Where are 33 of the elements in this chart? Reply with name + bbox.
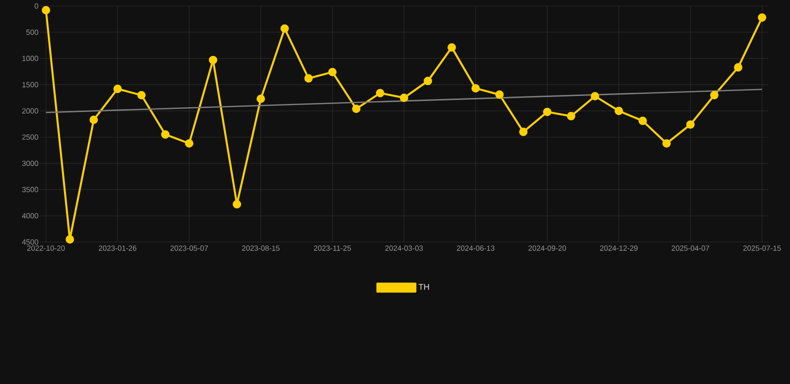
point xyxy=(614,106,624,116)
point xyxy=(471,84,480,93)
point xyxy=(710,90,719,100)
point xyxy=(232,200,242,208)
point xyxy=(304,74,313,83)
point xyxy=(448,43,456,52)
point xyxy=(328,68,337,76)
point xyxy=(42,6,50,14)
point xyxy=(376,88,384,98)
point xyxy=(280,24,289,33)
point xyxy=(256,94,265,104)
line-series xyxy=(42,6,766,244)
point xyxy=(208,56,218,64)
point xyxy=(543,108,552,116)
point xyxy=(137,90,146,100)
point xyxy=(424,76,432,86)
legend-label: TH xyxy=(418,284,429,290)
point xyxy=(519,128,528,136)
point xyxy=(184,139,194,148)
point xyxy=(758,13,766,22)
point xyxy=(495,90,504,99)
point xyxy=(734,63,742,72)
point xyxy=(638,116,647,126)
point xyxy=(566,112,576,120)
point xyxy=(66,235,74,244)
point xyxy=(590,92,600,100)
point xyxy=(686,120,695,129)
point xyxy=(90,116,98,124)
point xyxy=(352,104,360,113)
point xyxy=(113,84,122,94)
point xyxy=(161,130,170,139)
point xyxy=(662,139,671,148)
point xyxy=(400,94,408,102)
